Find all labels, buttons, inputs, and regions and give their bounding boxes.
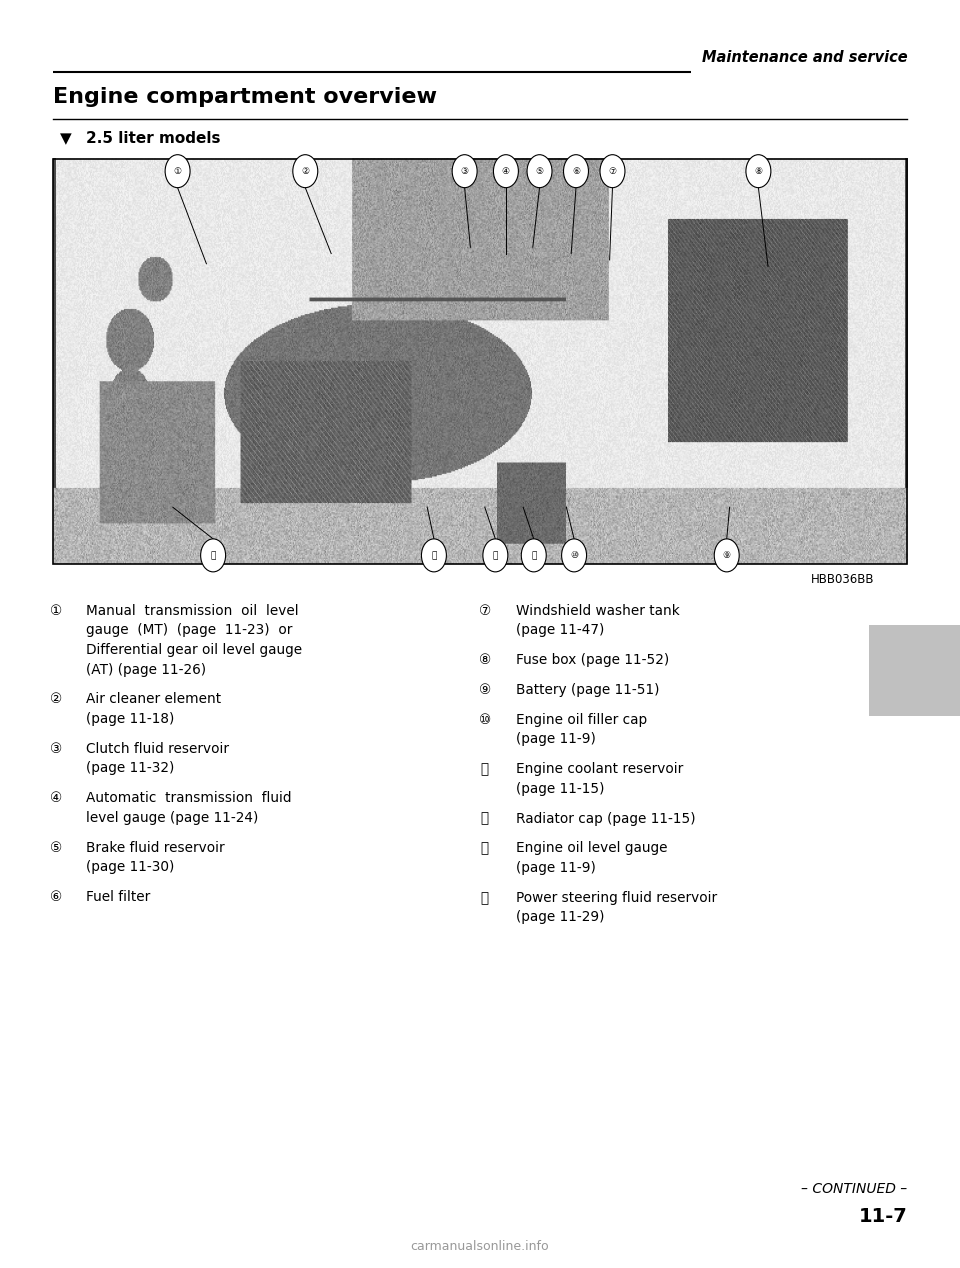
Text: (page 11-9): (page 11-9) xyxy=(516,733,595,747)
Text: ⑫: ⑫ xyxy=(481,812,489,825)
Text: ⑭: ⑭ xyxy=(481,890,489,905)
Text: Fuel filter: Fuel filter xyxy=(86,890,151,904)
Text: ⑬: ⑬ xyxy=(481,842,489,856)
Text: HBB036BB: HBB036BB xyxy=(811,573,875,586)
Text: ②: ② xyxy=(301,166,309,176)
Text: Radiator cap (page 11-15): Radiator cap (page 11-15) xyxy=(516,812,695,825)
Circle shape xyxy=(293,155,318,188)
Text: ③: ③ xyxy=(461,166,468,176)
Circle shape xyxy=(483,539,508,572)
Text: – CONTINUED –: – CONTINUED – xyxy=(801,1182,907,1196)
Text: Clutch fluid reservoir: Clutch fluid reservoir xyxy=(86,742,229,756)
Text: Maintenance and service: Maintenance and service xyxy=(702,51,907,65)
Text: ⑤: ⑤ xyxy=(536,166,543,176)
Text: Manual  transmission  oil  level: Manual transmission oil level xyxy=(86,604,299,618)
Text: (page 11-15): (page 11-15) xyxy=(516,781,604,796)
Text: Fuse box (page 11-52): Fuse box (page 11-52) xyxy=(516,653,669,667)
Text: Windshield washer tank: Windshield washer tank xyxy=(516,604,680,618)
Text: ①: ① xyxy=(50,604,61,618)
Text: (AT) (page 11-26): (AT) (page 11-26) xyxy=(86,662,206,677)
Text: ⑨: ⑨ xyxy=(479,682,491,697)
Text: ③: ③ xyxy=(50,742,61,756)
Circle shape xyxy=(564,155,588,188)
Text: Engine oil filler cap: Engine oil filler cap xyxy=(516,713,647,727)
Circle shape xyxy=(527,155,552,188)
Text: ⑫: ⑫ xyxy=(492,550,498,560)
Text: 2.5 liter models: 2.5 liter models xyxy=(86,131,221,146)
Text: ⑧: ⑧ xyxy=(755,166,762,176)
Text: ⑨: ⑨ xyxy=(723,550,731,560)
Circle shape xyxy=(521,539,546,572)
Circle shape xyxy=(600,155,625,188)
Circle shape xyxy=(562,539,587,572)
Circle shape xyxy=(746,155,771,188)
Text: (page 11-18): (page 11-18) xyxy=(86,713,175,727)
Text: ②: ② xyxy=(50,692,61,706)
Text: ⑥: ⑥ xyxy=(50,890,61,904)
Text: (page 11-30): (page 11-30) xyxy=(86,860,175,875)
Text: (page 11-32): (page 11-32) xyxy=(86,761,175,776)
Text: ⑦: ⑦ xyxy=(479,604,491,618)
Text: (page 11-29): (page 11-29) xyxy=(516,910,604,924)
Text: Differential gear oil level gauge: Differential gear oil level gauge xyxy=(86,643,302,657)
Text: 11-7: 11-7 xyxy=(858,1207,907,1226)
Text: ⑤: ⑤ xyxy=(50,841,61,855)
Text: ⑭: ⑭ xyxy=(210,550,216,560)
Circle shape xyxy=(165,155,190,188)
Text: ⑩: ⑩ xyxy=(479,713,491,727)
Text: ⑪: ⑪ xyxy=(531,550,537,560)
Text: Engine coolant reservoir: Engine coolant reservoir xyxy=(516,762,683,776)
Text: level gauge (page 11-24): level gauge (page 11-24) xyxy=(86,812,259,825)
Text: ▼: ▼ xyxy=(60,131,71,146)
Text: Engine oil level gauge: Engine oil level gauge xyxy=(516,842,667,856)
Circle shape xyxy=(421,539,446,572)
Text: (page 11-47): (page 11-47) xyxy=(516,623,604,638)
Text: Engine compartment overview: Engine compartment overview xyxy=(53,86,437,107)
Text: gauge  (MT)  (page  11-23)  or: gauge (MT) (page 11-23) or xyxy=(86,623,293,638)
Circle shape xyxy=(201,539,226,572)
Circle shape xyxy=(714,539,739,572)
Text: ⑥: ⑥ xyxy=(572,166,580,176)
Text: carmanualsonline.info: carmanualsonline.info xyxy=(411,1240,549,1253)
Text: Air cleaner element: Air cleaner element xyxy=(86,692,222,706)
Text: (page 11-9): (page 11-9) xyxy=(516,861,595,875)
Text: ⑧: ⑧ xyxy=(479,653,491,667)
Text: Brake fluid reservoir: Brake fluid reservoir xyxy=(86,841,225,855)
Text: Power steering fluid reservoir: Power steering fluid reservoir xyxy=(516,890,717,905)
Text: ⑩: ⑩ xyxy=(570,550,578,560)
Circle shape xyxy=(493,155,518,188)
Text: Battery (page 11-51): Battery (page 11-51) xyxy=(516,682,659,697)
Text: Automatic  transmission  fluid: Automatic transmission fluid xyxy=(86,791,292,805)
Bar xyxy=(53,158,907,564)
Circle shape xyxy=(452,155,477,188)
Text: ⑦: ⑦ xyxy=(609,166,616,176)
Text: ⑪: ⑪ xyxy=(481,762,489,776)
Text: ①: ① xyxy=(174,166,181,176)
Text: ⑬: ⑬ xyxy=(431,550,437,560)
Text: ④: ④ xyxy=(50,791,61,805)
Text: ④: ④ xyxy=(502,166,510,176)
FancyBboxPatch shape xyxy=(869,625,960,716)
